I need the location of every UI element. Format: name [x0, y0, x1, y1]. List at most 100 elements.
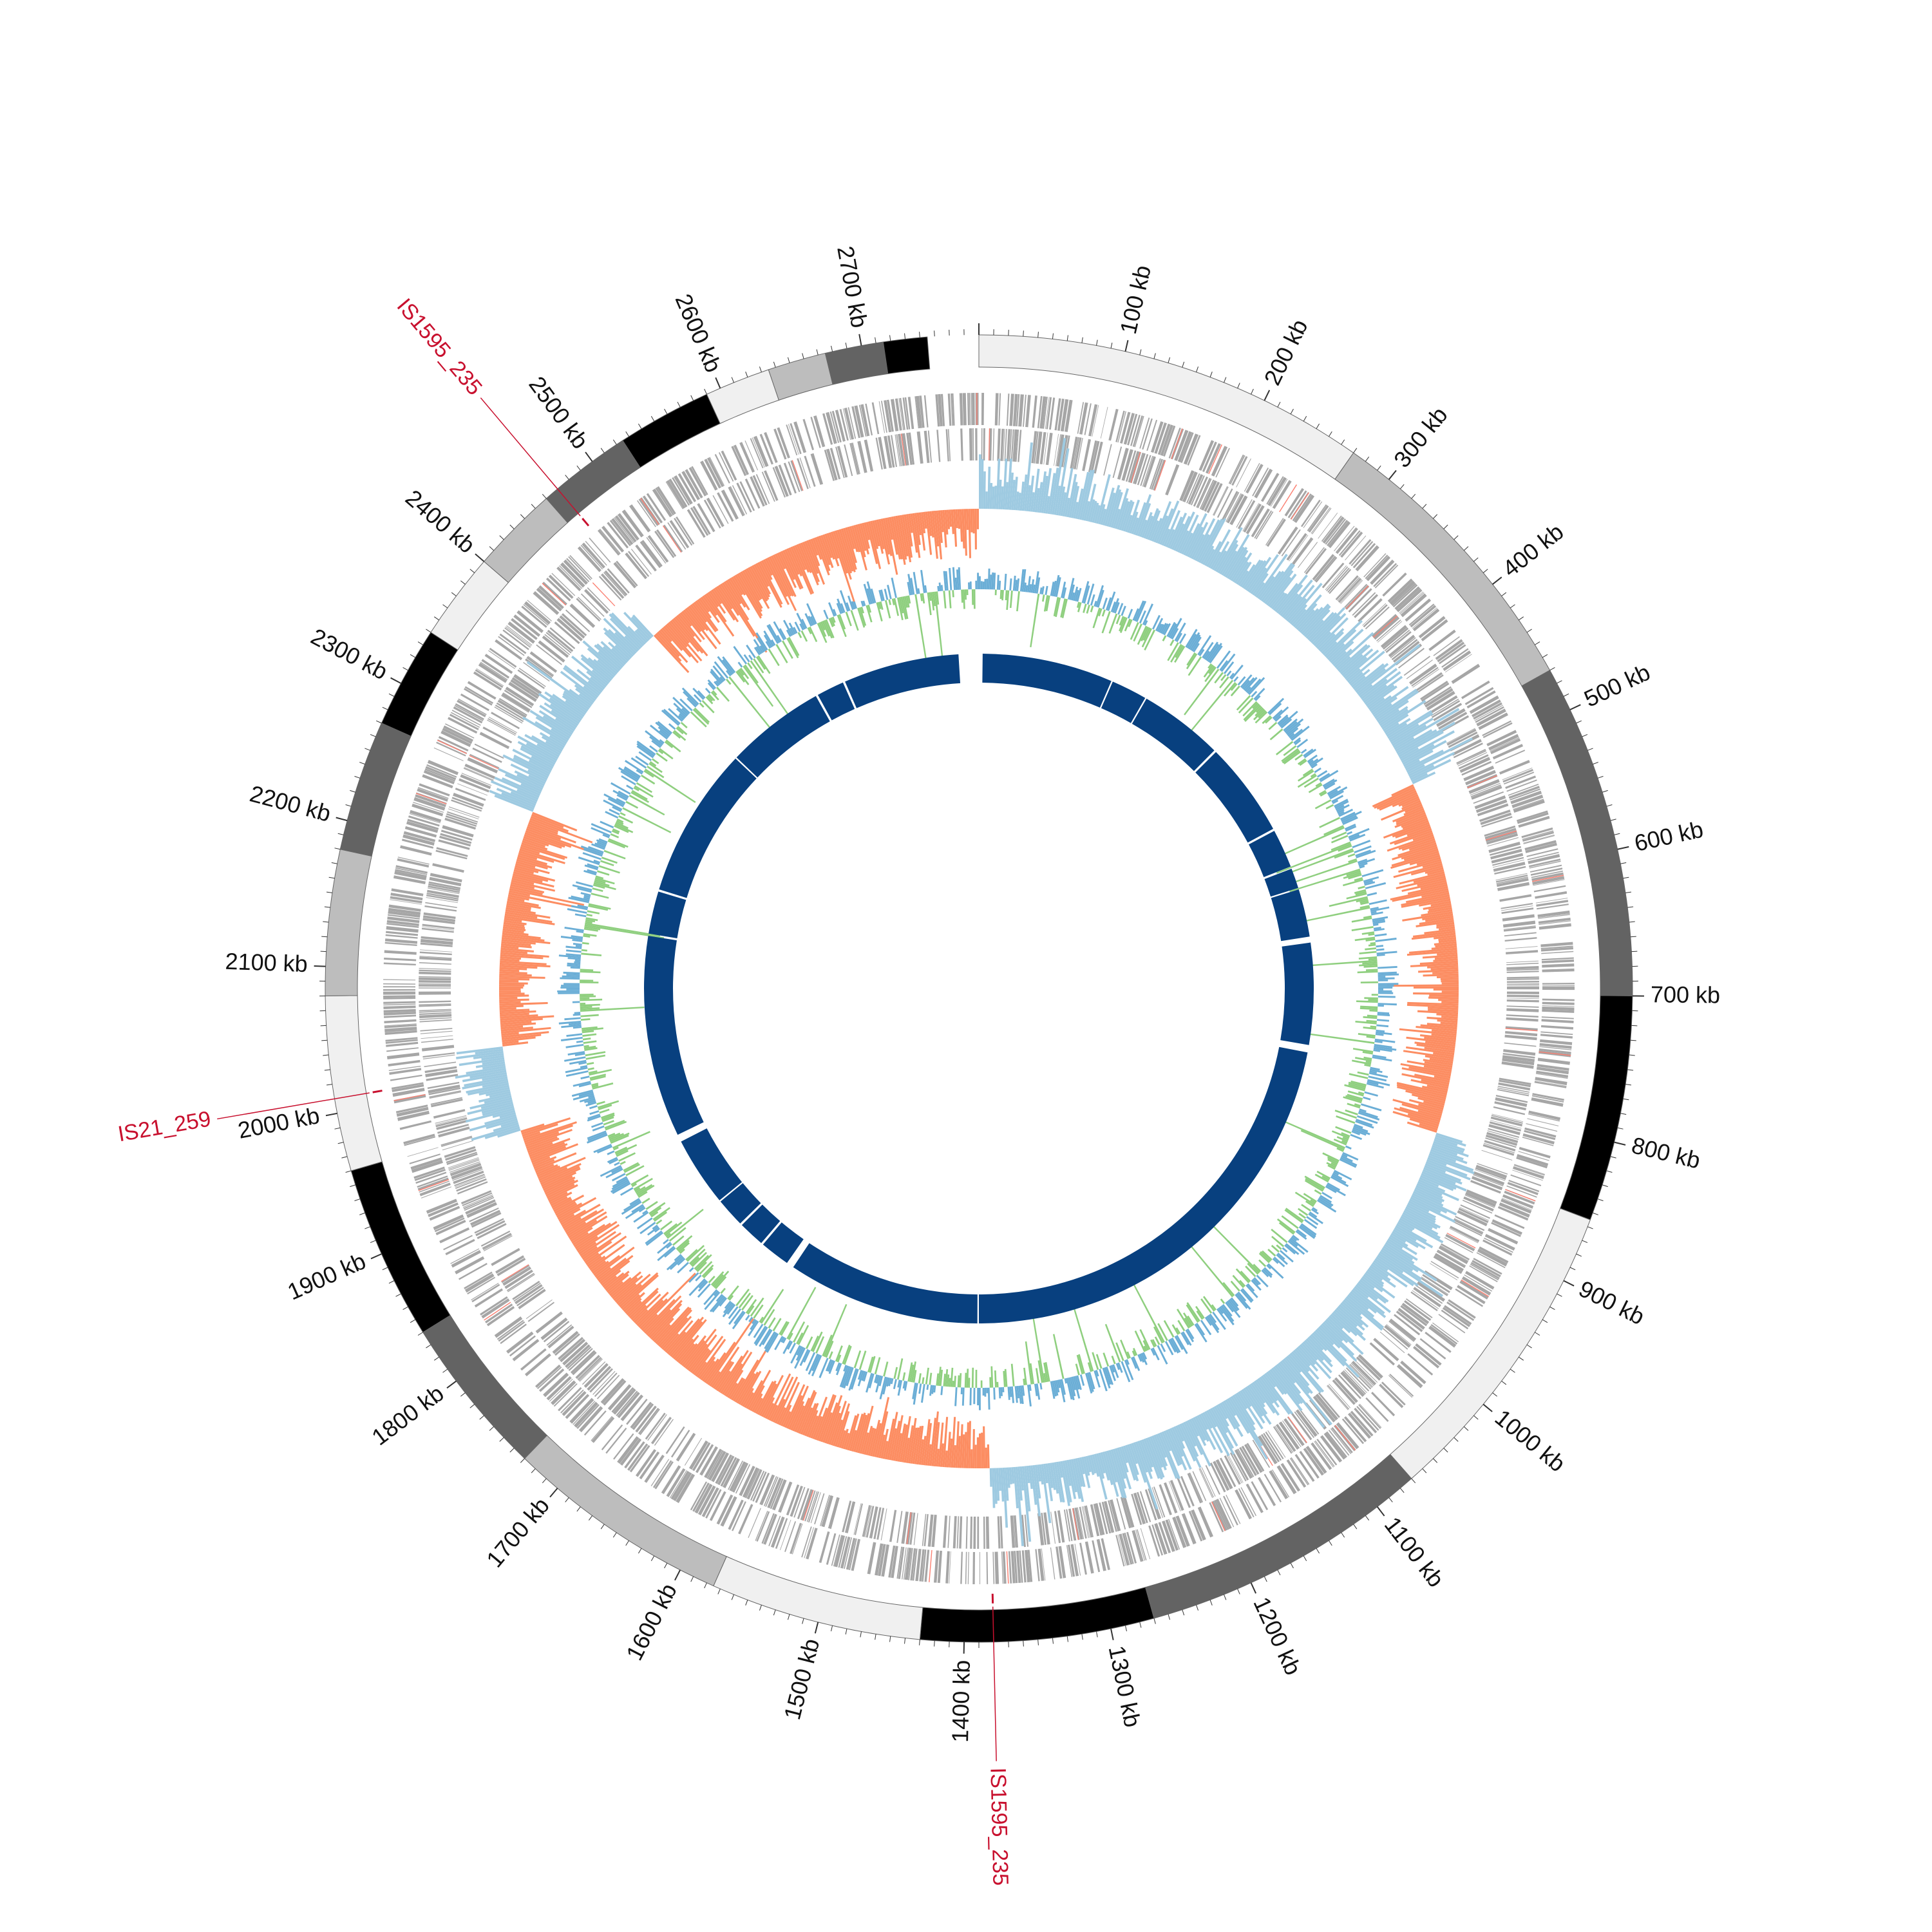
gc-content-bar — [1179, 633, 1186, 644]
gc-content-bar — [1127, 609, 1133, 619]
gene — [471, 1283, 500, 1303]
gc-skew-bar — [876, 519, 885, 549]
gc-content-bar — [584, 926, 601, 931]
gc-skew-bar — [1370, 1264, 1389, 1277]
gc-skew-bar — [1052, 438, 1066, 515]
gene — [1213, 486, 1228, 516]
gc-skew-bar — [782, 549, 802, 590]
gene — [444, 817, 477, 830]
gc-content-bar — [713, 1271, 730, 1289]
gene — [788, 424, 799, 455]
gc-skew-bar — [1360, 678, 1388, 700]
gc-content-bar — [1349, 833, 1366, 842]
gc-skew-bar — [925, 511, 933, 555]
gene — [1490, 1120, 1522, 1129]
gc-content-bar — [1365, 882, 1387, 889]
gc-content-bar — [796, 612, 806, 630]
gc-skew-bar — [1185, 513, 1208, 556]
gc-skew-bar — [1248, 1384, 1265, 1408]
gc-skew-bar — [1213, 550, 1227, 572]
gc-content-bar — [1350, 1080, 1367, 1086]
gene — [1522, 1133, 1555, 1145]
gc-content-bar — [1366, 1083, 1384, 1089]
gc-skew-bar — [976, 509, 979, 529]
gc-skew-bar — [757, 562, 782, 608]
gc-skew-bar — [1248, 567, 1267, 593]
gc-skew-bar — [1286, 1355, 1302, 1373]
gene — [819, 1531, 830, 1564]
gene — [1101, 1501, 1112, 1534]
gene — [499, 633, 527, 654]
gc-content-bar — [1052, 1381, 1057, 1397]
gc-skew-bar — [845, 527, 858, 564]
gc-skew-bar — [768, 1405, 779, 1421]
synteny-block — [1132, 698, 1215, 772]
gc-skew-bar — [1349, 1293, 1369, 1311]
gc-content-bar — [688, 1267, 694, 1273]
gene — [434, 1217, 465, 1233]
gene — [685, 469, 703, 498]
gene — [1542, 986, 1575, 990]
gc-skew-bar — [702, 1358, 719, 1382]
gc-content-bar — [1174, 1336, 1184, 1350]
gc-content-bar — [1363, 965, 1378, 968]
gene — [632, 1403, 654, 1430]
gc-skew-bar — [845, 1415, 857, 1450]
gc-content-bar — [722, 659, 734, 674]
gene — [513, 674, 542, 695]
gc-content-bar — [1171, 628, 1179, 640]
gene — [1491, 853, 1524, 864]
gc-skew-bar — [484, 1095, 512, 1104]
gene — [960, 1551, 963, 1584]
gc-skew-bar — [1202, 1412, 1213, 1429]
gc-skew-bar — [490, 780, 538, 802]
gc-skew-bar — [851, 525, 861, 553]
gc-content-bar — [828, 1360, 835, 1374]
scale-tick — [1052, 333, 1054, 339]
gc-skew-bar — [1254, 582, 1265, 597]
gene — [447, 811, 478, 823]
gc-content-bar — [866, 1372, 873, 1393]
gene — [1475, 706, 1504, 723]
gc-content-bar — [600, 1165, 622, 1177]
gc-content-bar — [1378, 965, 1397, 969]
gc-skew-bar — [963, 1432, 967, 1468]
gene — [711, 1452, 730, 1482]
gene — [881, 1544, 889, 1577]
gene — [495, 639, 523, 661]
gene — [389, 1068, 422, 1075]
gene — [594, 1372, 618, 1397]
gc-skew-bar — [1352, 663, 1385, 690]
gene — [1292, 493, 1312, 522]
gc-content-bar — [587, 1133, 608, 1144]
gc-content-bar — [853, 1350, 862, 1368]
gc-content-bar — [837, 598, 844, 614]
gene — [584, 589, 609, 614]
gene — [1531, 1097, 1564, 1107]
gc-content-bar — [1356, 898, 1368, 903]
gene — [1121, 449, 1133, 481]
gc-content-bar — [1027, 1385, 1032, 1407]
gc-content-bar — [612, 1182, 631, 1195]
gene — [695, 1444, 714, 1473]
gc-skew-bar — [1405, 1090, 1446, 1102]
gc-skew-bar — [810, 1396, 828, 1439]
gene — [1541, 951, 1574, 954]
gc-skew-bar — [605, 1271, 630, 1291]
gc-content-bar — [1338, 811, 1345, 815]
gc-content-bar — [573, 1081, 591, 1087]
gc-skew-bar — [750, 1385, 765, 1412]
gc-content-bar — [561, 985, 580, 987]
gc-skew-bar — [1401, 744, 1435, 763]
gene — [1341, 1418, 1365, 1444]
gc-skew-bar — [1394, 829, 1433, 846]
gene — [1466, 1189, 1497, 1205]
gc-skew-bar — [1419, 1177, 1439, 1188]
gc-skew-bar — [499, 1009, 530, 1012]
gc-content-bar — [1365, 938, 1376, 942]
gene — [971, 393, 975, 426]
gc-skew-bar — [1405, 892, 1450, 904]
gene — [1490, 846, 1522, 856]
gc-content-bar — [710, 670, 722, 685]
gene — [616, 560, 638, 587]
